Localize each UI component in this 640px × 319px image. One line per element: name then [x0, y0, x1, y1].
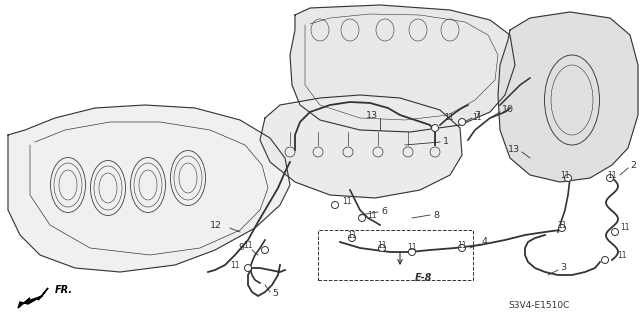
Text: S3V4-E1510C: S3V4-E1510C [508, 300, 570, 309]
Text: 11: 11 [620, 224, 630, 233]
Text: 8: 8 [433, 211, 439, 219]
Text: 13: 13 [508, 145, 520, 154]
Polygon shape [290, 5, 515, 132]
Text: 11: 11 [367, 211, 376, 219]
Text: 12: 12 [210, 221, 222, 231]
Circle shape [349, 234, 355, 241]
Circle shape [431, 124, 438, 131]
Circle shape [408, 249, 415, 256]
Text: 11: 11 [617, 250, 627, 259]
Polygon shape [8, 105, 290, 272]
Text: 11: 11 [557, 220, 566, 229]
Circle shape [611, 228, 618, 235]
Text: E-8: E-8 [415, 273, 433, 283]
Text: 11: 11 [230, 261, 240, 270]
Polygon shape [498, 12, 638, 182]
Text: 13: 13 [366, 110, 378, 120]
Bar [318, 230, 473, 280]
Text: 1: 1 [443, 137, 449, 146]
Circle shape [602, 256, 609, 263]
Circle shape [262, 247, 269, 254]
Circle shape [358, 214, 365, 221]
Text: 11: 11 [347, 231, 356, 240]
Circle shape [458, 118, 465, 125]
Polygon shape [18, 288, 48, 308]
Text: 5: 5 [272, 290, 278, 299]
Text: 11: 11 [444, 114, 454, 122]
Circle shape [607, 174, 614, 182]
Text: 11: 11 [407, 243, 417, 253]
Circle shape [559, 225, 566, 232]
Text: 3: 3 [560, 263, 566, 272]
Text: 11: 11 [560, 170, 570, 180]
Polygon shape [260, 95, 462, 198]
Text: 11: 11 [607, 170, 616, 180]
Text: 10: 10 [502, 106, 514, 115]
Text: 11: 11 [243, 241, 253, 249]
Circle shape [458, 244, 465, 251]
Text: 7: 7 [474, 112, 480, 121]
Text: 11: 11 [342, 197, 351, 206]
Text: FR.: FR. [55, 285, 73, 295]
Text: 11: 11 [457, 241, 467, 249]
Text: 4: 4 [482, 238, 488, 247]
Circle shape [378, 244, 385, 251]
Circle shape [332, 202, 339, 209]
Text: 6: 6 [381, 207, 387, 217]
Circle shape [564, 174, 572, 182]
Text: 9: 9 [238, 243, 244, 253]
Circle shape [244, 264, 252, 271]
Text: 11: 11 [472, 114, 481, 122]
Text: 2: 2 [630, 160, 636, 169]
Text: 11: 11 [377, 241, 387, 249]
